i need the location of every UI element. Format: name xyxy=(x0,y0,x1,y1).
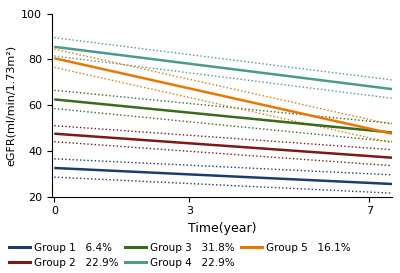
X-axis label: Time(year): Time(year) xyxy=(188,222,256,235)
Legend: Group 1   6.4%, Group 2   22.9%, Group 3   31.8%, Group 4   22.9%, Group 5   16.: Group 1 6.4%, Group 2 22.9%, Group 3 31.… xyxy=(9,243,350,268)
Y-axis label: eGFR(ml/min/1.73m²): eGFR(ml/min/1.73m²) xyxy=(6,44,16,166)
